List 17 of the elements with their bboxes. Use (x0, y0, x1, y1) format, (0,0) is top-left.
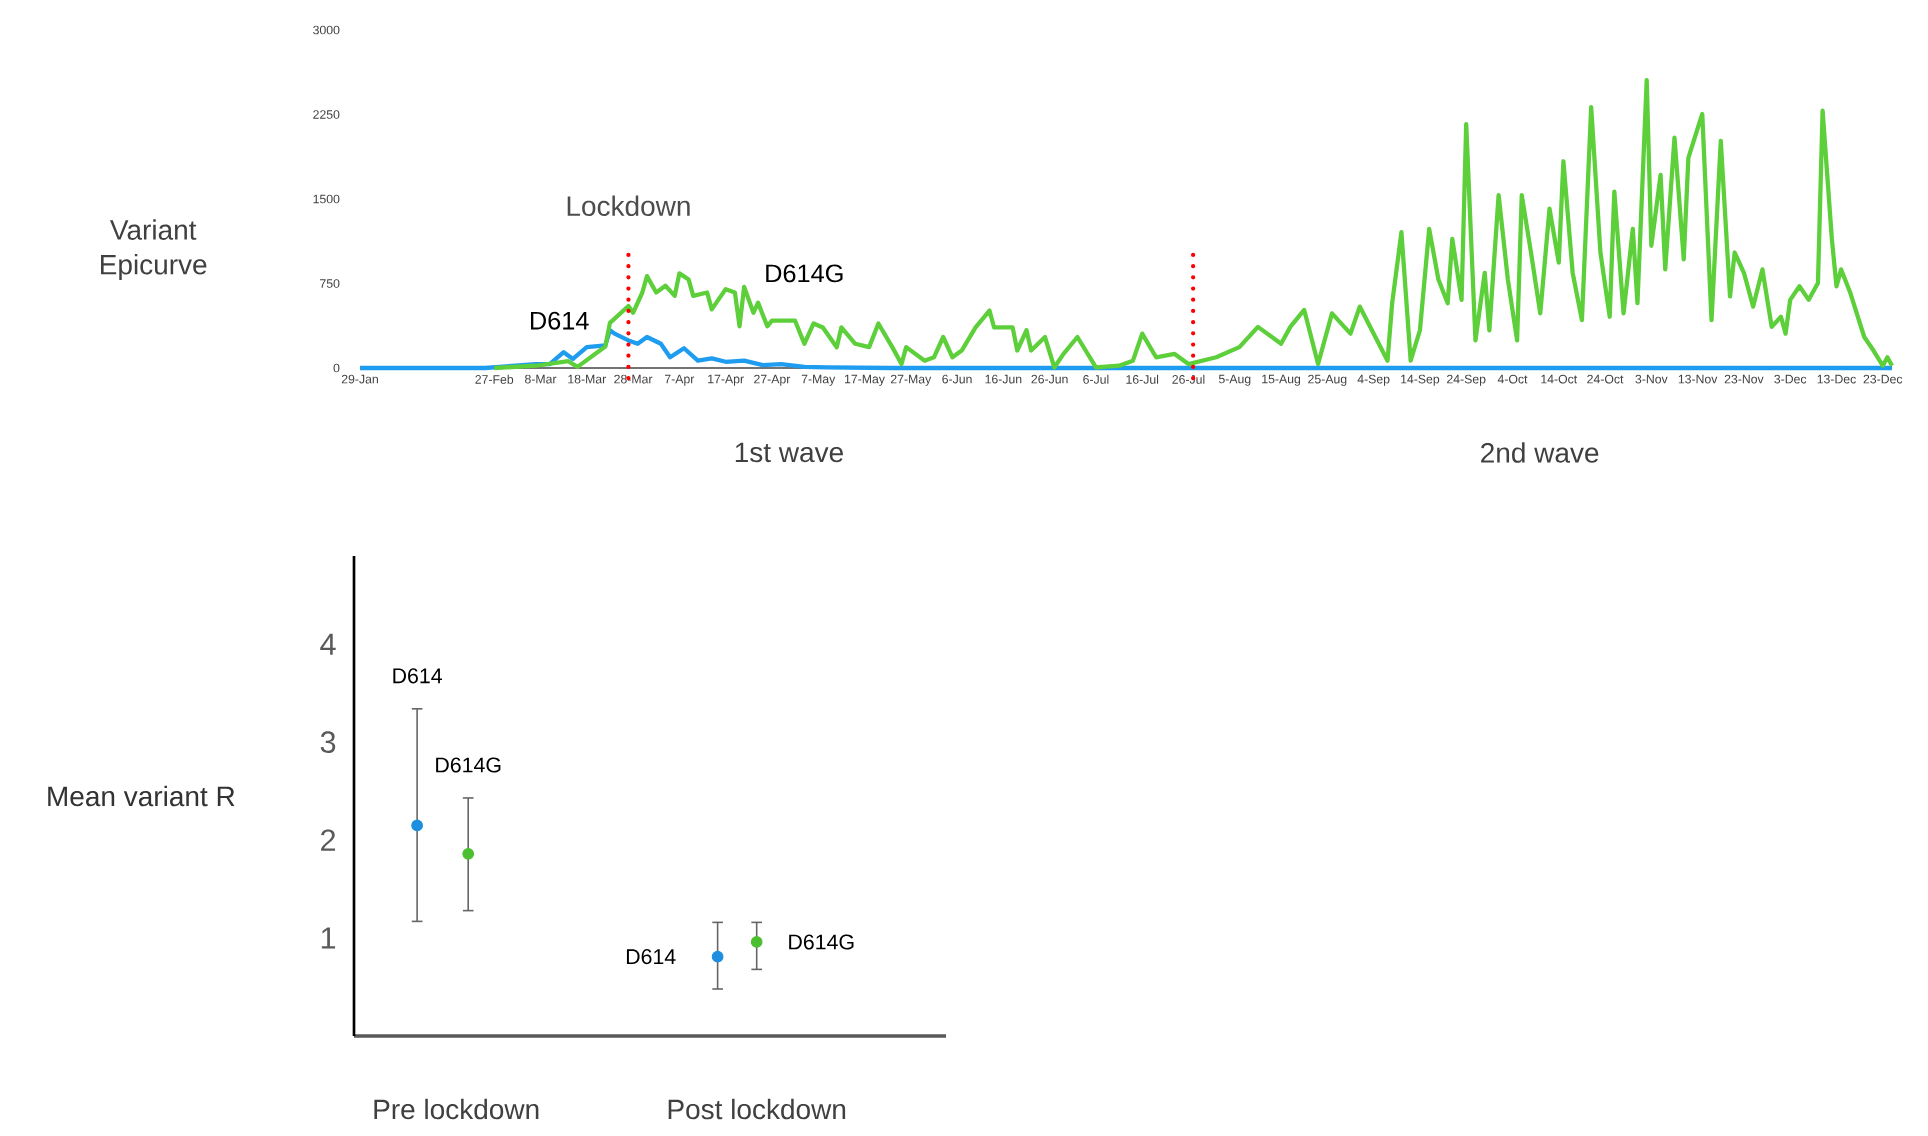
y-axis-title: Mean variant R (48, 785, 235, 807)
text: 2nd wave (1481, 442, 1599, 463)
y-tick-label: 3 (320, 731, 336, 753)
y-tick-label: 4 (320, 633, 336, 655)
ref-line-label: Lockdown (567, 195, 690, 217)
text: D614 (393, 668, 442, 684)
series-label: D614G (789, 934, 854, 950)
x-tick-label: Pre lockdown (374, 1098, 539, 1120)
text: 1st wave (735, 442, 843, 463)
annotation: D614G (766, 264, 843, 283)
x-tick-label: Post lockdown (668, 1098, 846, 1120)
series-label: D614 (626, 949, 676, 965)
y-axis-title: Variant Epicurve (101, 219, 207, 281)
annotation: D614 (530, 311, 589, 330)
y-tick-label: 1 (321, 927, 336, 949)
text: D614G (436, 757, 501, 773)
y-tick-label: 2 (321, 829, 336, 851)
